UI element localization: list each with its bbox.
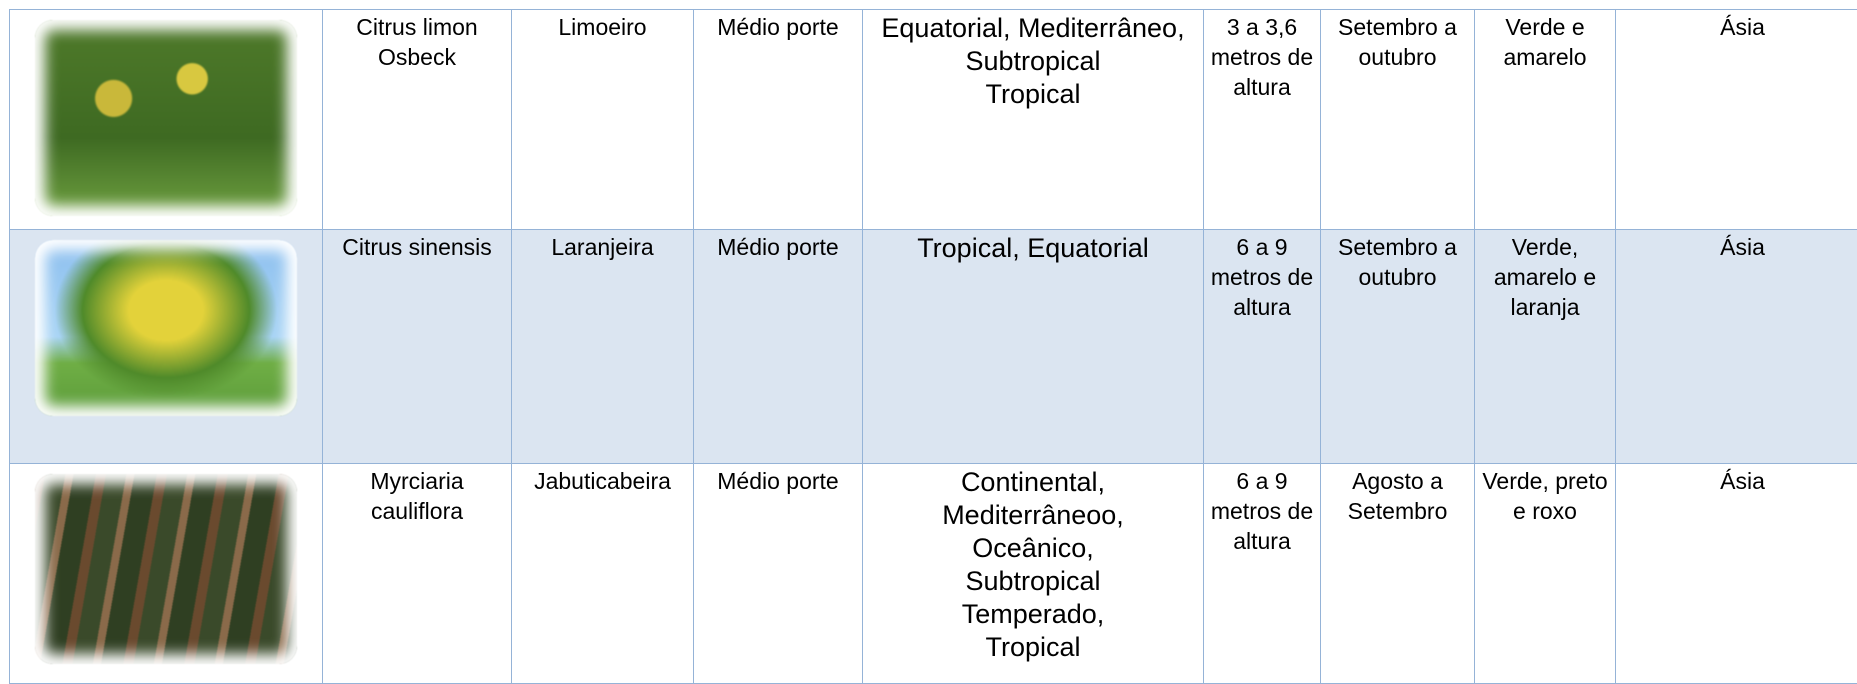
table-cell: Verde e amarelo <box>1475 10 1616 230</box>
table-cell: Laranjeira <box>512 230 694 464</box>
table-cell: Médio porte <box>694 464 863 684</box>
plant-photo <box>35 240 297 416</box>
plant-photo <box>35 474 297 664</box>
image-cell <box>10 10 323 230</box>
table-cell: Citrus sinensis <box>323 230 512 464</box>
table-cell: Jabuticabeira <box>512 464 694 684</box>
table-cell: Ásia <box>1616 10 1857 230</box>
table-cell: Equatorial, Mediterrâneo, Subtropical Tr… <box>863 10 1204 230</box>
image-cell <box>10 464 323 684</box>
table-cell: Citrus limon Osbeck <box>323 10 512 230</box>
table-cell: Agosto a Setembro <box>1321 464 1475 684</box>
table-cell: Médio porte <box>694 10 863 230</box>
image-cell <box>10 230 323 464</box>
table-cell: Ásia <box>1616 230 1857 464</box>
table-cell: Setembro a outubro <box>1321 10 1475 230</box>
table-cell: Myrciaria cauliflora <box>323 464 512 684</box>
table-cell: Verde, preto e roxo <box>1475 464 1616 684</box>
table-cell: Limoeiro <box>512 10 694 230</box>
table-cell: Tropical, Equatorial <box>863 230 1204 464</box>
table-cell: 6 a 9 metros de altura <box>1204 464 1321 684</box>
table-cell: Setembro a outubro <box>1321 230 1475 464</box>
table-cell: Ásia <box>1616 464 1857 684</box>
table-cell: Verde, amarelo e laranja <box>1475 230 1616 464</box>
table-cell: 6 a 9 metros de altura <box>1204 230 1321 464</box>
plant-photo <box>35 20 297 216</box>
table-cell: Médio porte <box>694 230 863 464</box>
table-cell: Continental, Mediterrâneoo, Oceânico, Su… <box>863 464 1204 684</box>
table-cell: 3 a 3,6 metros de altura <box>1204 10 1321 230</box>
